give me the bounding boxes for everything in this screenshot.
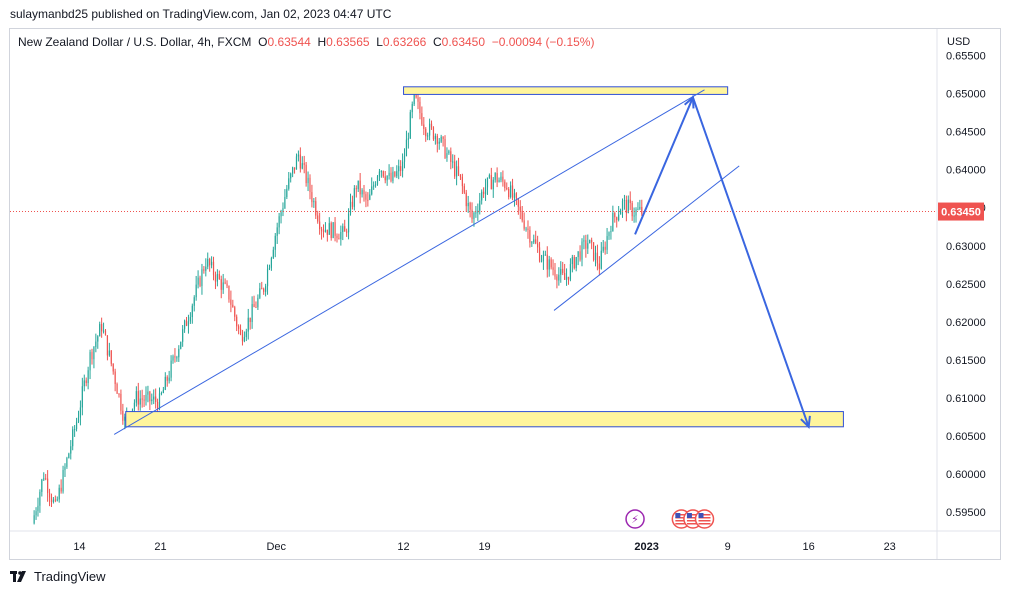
high-label: H (317, 35, 327, 49)
close-value: 0.63450 (441, 35, 486, 49)
low-label: L (376, 35, 383, 49)
brand[interactable]: TradingView (10, 569, 106, 584)
tradingview-logo-icon (10, 570, 26, 582)
close-label: C (432, 35, 442, 49)
high-value: 0.63565 (326, 35, 370, 49)
chart-frame (9, 28, 1001, 560)
low-value: 0.63266 (382, 35, 427, 49)
brand-name: TradingView (34, 569, 106, 584)
chart-legend: New Zealand Dollar / U.S. Dollar, 4h, FX… (18, 35, 594, 49)
open-label: O (258, 35, 268, 49)
open-value: 0.63544 (267, 35, 311, 49)
publisher-line: sulaymanbd25 published on TradingView.co… (10, 7, 392, 21)
symbol-label[interactable]: New Zealand Dollar / U.S. Dollar, 4h, FX… (18, 35, 252, 49)
change-value: −0.00094 (−0.15%) (491, 35, 595, 49)
